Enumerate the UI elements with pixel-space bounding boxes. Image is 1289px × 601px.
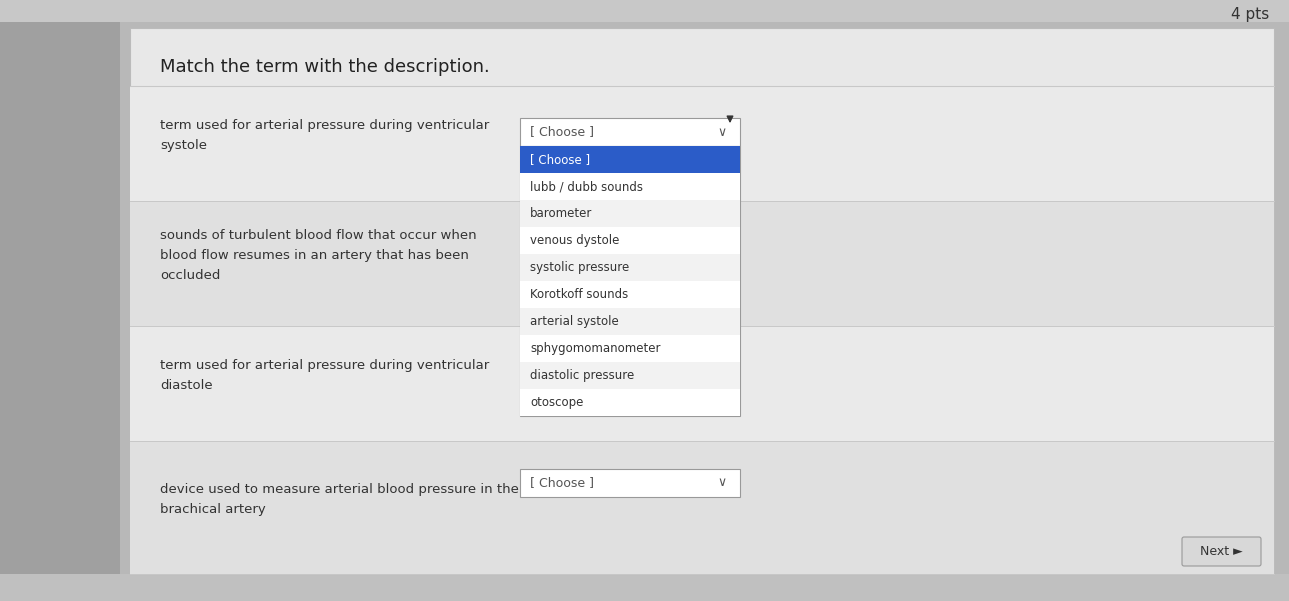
- Bar: [130, 28, 1274, 574]
- Bar: [519, 200, 740, 227]
- Bar: [519, 146, 740, 173]
- Text: ∨: ∨: [718, 126, 727, 138]
- Bar: [519, 362, 740, 389]
- Bar: [130, 441, 1274, 574]
- Text: sphygomomanometer: sphygomomanometer: [530, 342, 660, 355]
- Bar: [130, 326, 1274, 441]
- Bar: [519, 227, 740, 254]
- Text: otoscope: otoscope: [530, 396, 584, 409]
- Text: sounds of turbulent blood flow that occur when
blood flow resumes in an artery t: sounds of turbulent blood flow that occu…: [160, 229, 477, 282]
- Text: term used for arterial pressure during ventricular
systole: term used for arterial pressure during v…: [160, 119, 490, 152]
- Bar: [519, 118, 740, 146]
- Text: Korotkoff sounds: Korotkoff sounds: [530, 288, 628, 301]
- Bar: [519, 469, 740, 497]
- Bar: [0, 574, 1289, 601]
- Bar: [519, 146, 740, 416]
- Text: 4 pts: 4 pts: [1231, 7, 1268, 22]
- Text: venous dystole: venous dystole: [530, 234, 620, 247]
- Bar: [519, 308, 740, 335]
- Text: [ Choose ]: [ Choose ]: [530, 477, 594, 489]
- Text: Match the term with the description.: Match the term with the description.: [160, 58, 490, 76]
- Bar: [519, 173, 740, 200]
- Text: term used for arterial pressure during ventricular
diastole: term used for arterial pressure during v…: [160, 359, 490, 392]
- Bar: [519, 335, 740, 362]
- Text: diastolic pressure: diastolic pressure: [530, 369, 634, 382]
- Bar: [519, 281, 740, 308]
- Text: lubb / dubb sounds: lubb / dubb sounds: [530, 180, 643, 193]
- FancyBboxPatch shape: [1182, 537, 1261, 566]
- Text: ∨: ∨: [718, 477, 727, 489]
- Text: Next ►: Next ►: [1200, 545, 1243, 558]
- Text: arterial systole: arterial systole: [530, 315, 619, 328]
- Text: systolic pressure: systolic pressure: [530, 261, 629, 274]
- Bar: [519, 389, 740, 416]
- Bar: [519, 254, 740, 281]
- Text: [ Choose ]: [ Choose ]: [530, 126, 594, 138]
- Text: device used to measure arterial blood pressure in the
brachical artery: device used to measure arterial blood pr…: [160, 483, 519, 516]
- Bar: [130, 201, 1274, 326]
- Bar: [130, 86, 1274, 201]
- Text: barometer: barometer: [530, 207, 593, 220]
- Text: [ Choose ]: [ Choose ]: [530, 153, 590, 166]
- Bar: [0, 0, 120, 601]
- Bar: [0, 0, 1289, 22]
